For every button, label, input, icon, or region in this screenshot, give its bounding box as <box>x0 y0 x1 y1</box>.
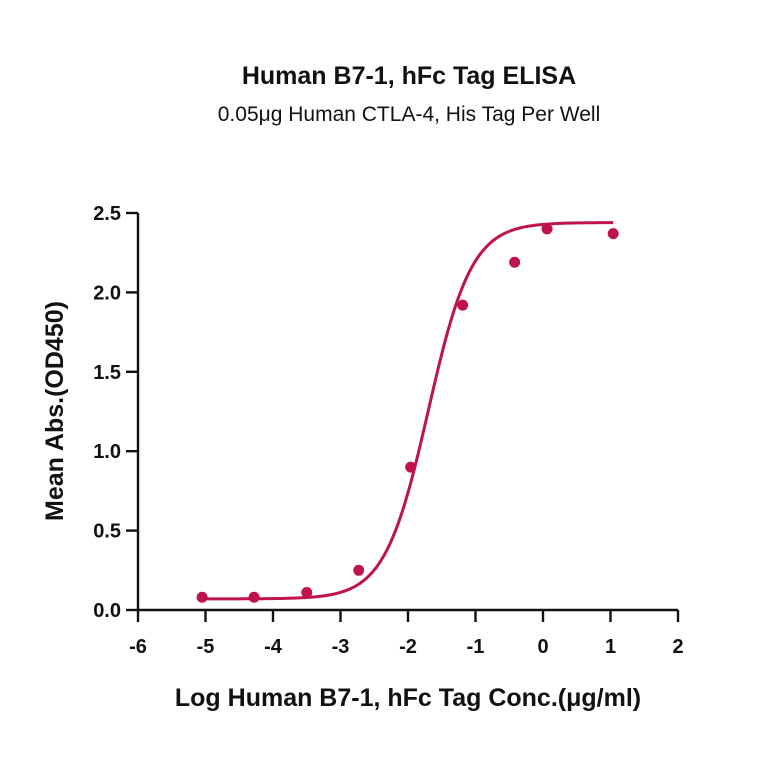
y-tick-label: 0.5 <box>93 521 121 543</box>
data-point <box>607 228 619 240</box>
data-point <box>248 591 260 603</box>
data-point <box>509 256 521 268</box>
data-point <box>405 461 417 473</box>
fit-curve <box>202 221 614 601</box>
data-points <box>196 223 619 603</box>
y-ticks: 0.0 0.5 1.0 1.5 2.0 2.5 <box>93 203 138 622</box>
x-tick-label: -3 <box>332 636 350 658</box>
data-point <box>196 591 208 603</box>
chart-subtitle: 0.05μg Human CTLA-4, His Tag Per Well <box>218 103 600 126</box>
data-point <box>541 223 553 235</box>
y-tick-label: 0.0 <box>93 600 121 622</box>
y-tick-label: 2.0 <box>93 282 121 304</box>
x-tick-label: 0 <box>537 636 548 658</box>
data-point <box>457 299 469 311</box>
data-point <box>353 564 365 576</box>
x-tick-label: -4 <box>264 636 283 658</box>
x-axis-label: Log Human B7-1, hFc Tag Conc.(μg/ml) <box>175 684 641 712</box>
x-tick-label: -2 <box>399 636 417 658</box>
x-ticks: -6 -5 -4 -3 -2 -1 0 1 2 <box>129 610 684 658</box>
x-tick-label: 1 <box>605 636 616 658</box>
x-tick-label: -6 <box>129 636 147 658</box>
y-axis-label: Mean Abs.(OD450) <box>41 301 69 521</box>
x-tick-label: 2 <box>672 636 683 658</box>
x-tick-label: -1 <box>467 636 485 658</box>
axes <box>136 213 678 612</box>
chart-title: Human B7-1, hFc Tag ELISA <box>242 62 576 90</box>
y-tick-label: 1.5 <box>93 362 121 384</box>
y-tick-label: 1.0 <box>93 441 121 463</box>
y-tick-label: 2.5 <box>93 203 121 225</box>
x-tick-label: -5 <box>197 636 215 658</box>
data-point <box>301 587 313 599</box>
